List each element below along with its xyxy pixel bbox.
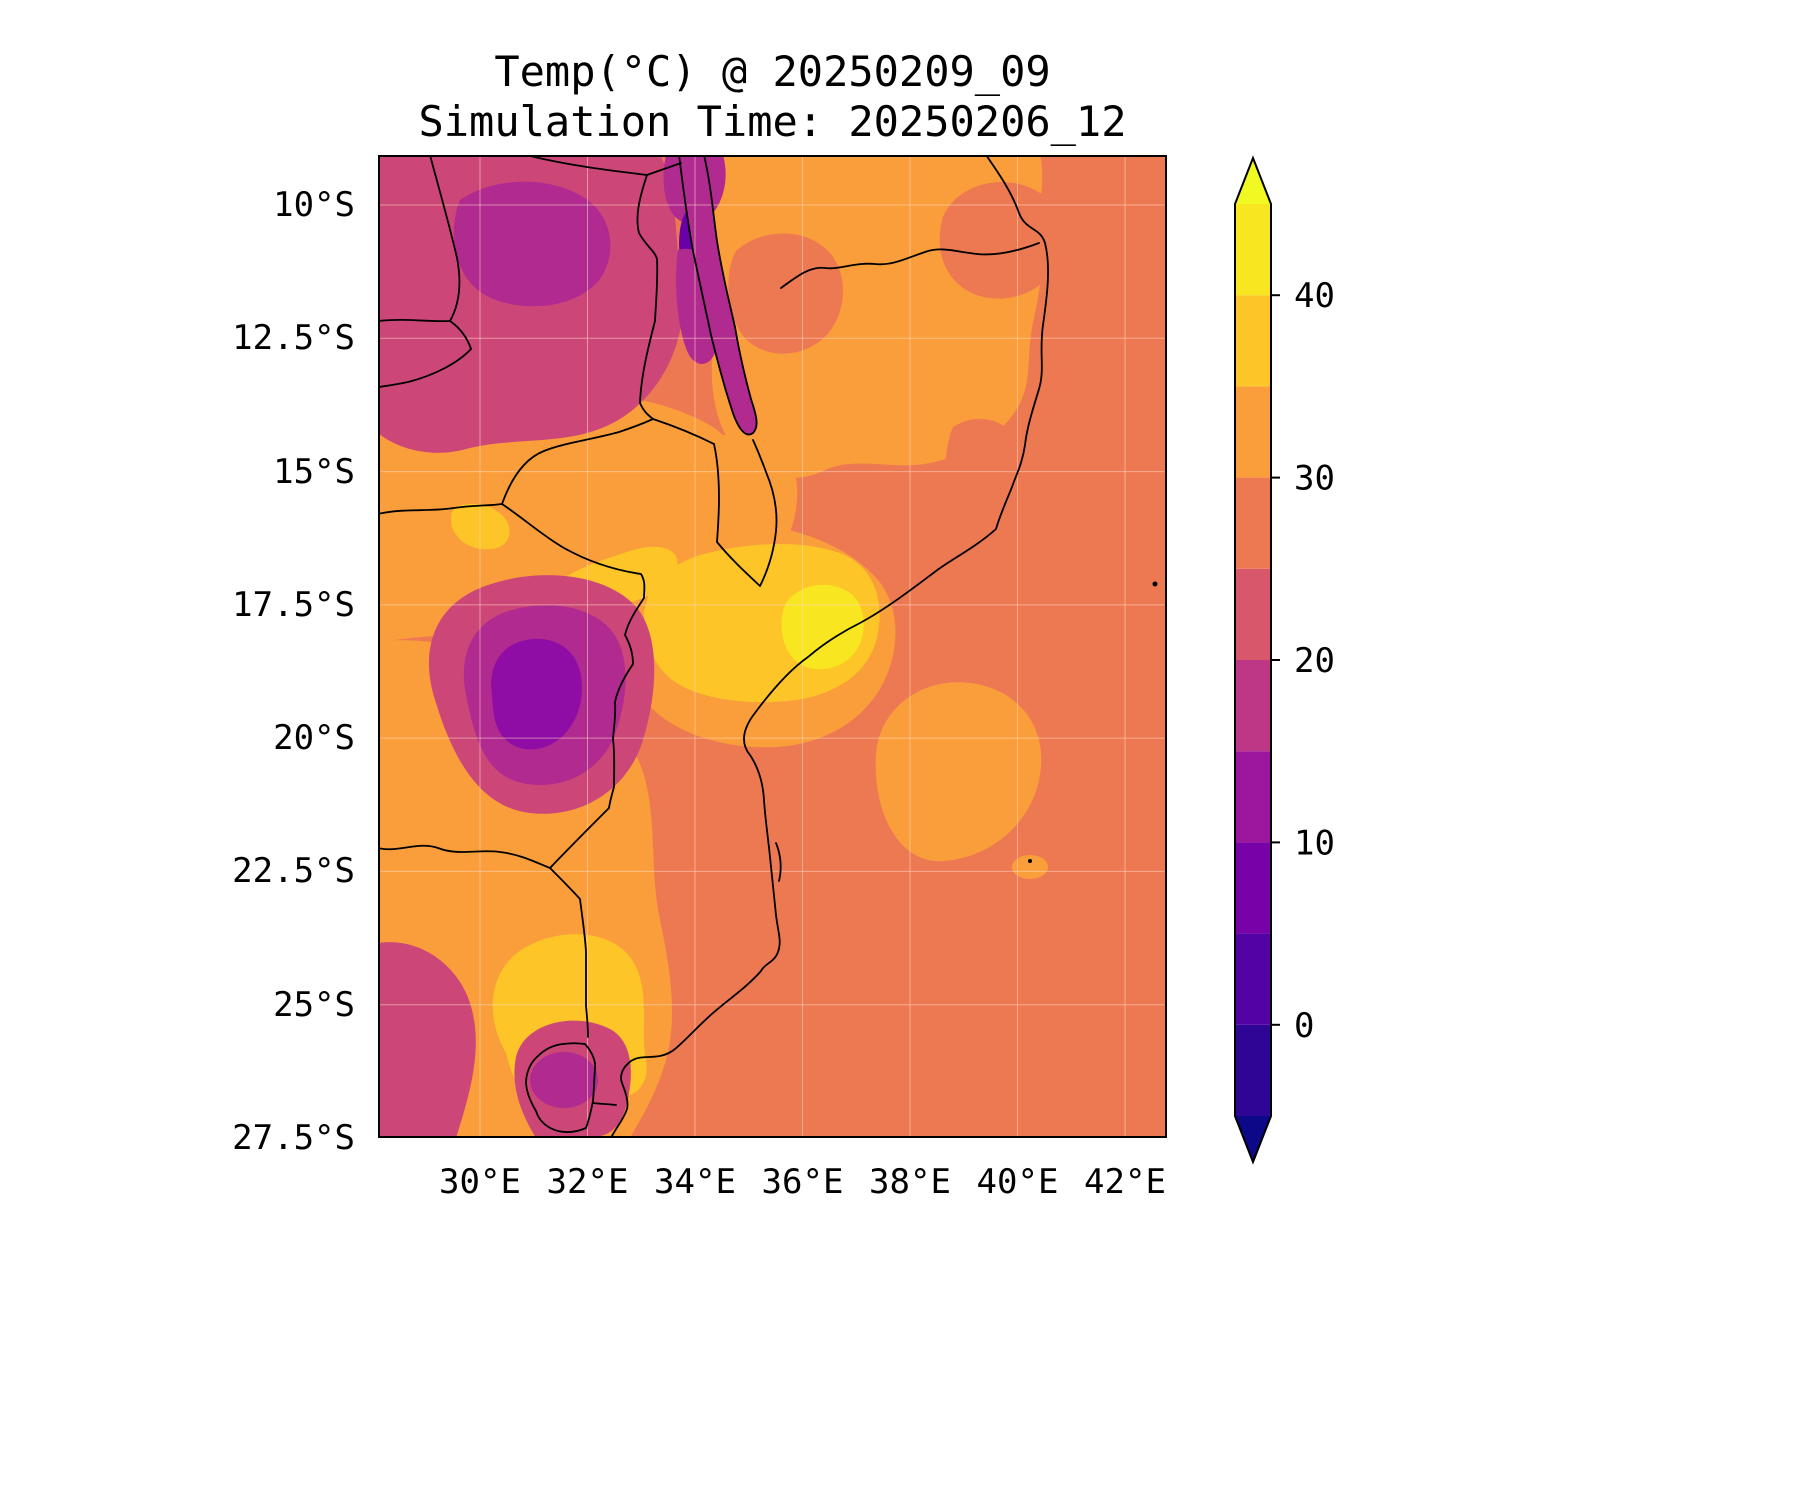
fill-salmon-center-north-patch [728,233,844,354]
colorbar-segment [1235,933,1271,1025]
lat-tick-label: 17.5°S [232,584,355,625]
lon-tick-label: 32°E [546,1162,629,1202]
colorbar-segment [1235,842,1271,934]
lat-tick-label: 22.5°S [232,851,355,892]
bazaruto-island-sliver [775,842,782,882]
lon-tick-label: 30°E [439,1162,521,1202]
border-zimbabwe-southafrica-limpopo [378,844,551,869]
fill-orange-shire-valley [700,433,798,566]
country-borders [378,155,1049,1138]
lat-tick-label: 25°S [273,984,355,1025]
colorbar-segment [1235,1024,1271,1116]
plot-subtitle: Simulation Time: 20250206_12 [418,97,1127,146]
colorbar-tick-label: 0 [1294,1006,1314,1046]
fill-salmon-coastal-strip [939,418,1026,570]
colorbar-segment [1235,477,1271,569]
border-southafrica-mozambique [549,867,589,1038]
border-zimbabwe-mozambique [501,503,646,869]
colorbar-segment [1235,295,1271,387]
lat-tick-label: 27.5°S [232,1117,355,1158]
lon-tick-label: 38°E [869,1162,951,1202]
map-plot [378,155,1167,1138]
island-dot-juan-de-nova [1152,581,1158,587]
border-congo-pedicle-south [378,348,472,388]
colorbar-tick-label: 20 [1294,641,1335,681]
fill-lake-malawi [679,155,757,435]
lon-tick-label: 40°E [976,1162,1059,1202]
fill-purple-zimbabwe-core [491,638,582,750]
border-zambia-mozambique [501,418,654,505]
border-zambezi-zambia-zimbabwe [378,503,503,515]
border-malawi-south-lobe [713,439,778,587]
border-congo-pedicle-north [378,318,472,350]
fill-magenta-eswatini-core [530,1052,598,1108]
fill-rose-bottomleft [378,942,476,1138]
lat-tick-label: 12.5°S [232,318,355,359]
colorbar-segment [1235,204,1271,296]
lon-tick-label: 42°E [1084,1162,1166,1202]
border-rovuma-tanzania [780,242,1040,289]
map-frame [378,155,1167,1138]
lon-tick-label: 36°E [761,1162,844,1202]
border-southafrica-mozambique-south [592,1102,617,1106]
colorbar-tick-label: 30 [1294,459,1335,499]
colorbar-segment [1235,751,1271,843]
border-eswatini [525,1042,597,1133]
lat-tick-label: 10°S [273,185,355,225]
colorbar-segment [1235,386,1271,478]
lake-malawi-outline [678,155,758,436]
fill-orange-warm-ocean-patch [875,682,1042,862]
colorbar-outline [1234,155,1272,1165]
lat-tick-label: 20°S [273,718,355,759]
colorbar-svg: 0 10 20 30 40 [1234,155,1335,1165]
border-drc-zambia [429,155,461,322]
fill-magenta-northwest-core [453,181,611,307]
colorbar-segment [1235,568,1271,660]
colorbar-over-arrow [1235,158,1271,204]
fill-orange-ocean-spot [1012,855,1048,879]
plot-title: Temp(°C) @ 20250209_09 [494,47,1051,96]
lat-tick-label: 15°S [273,451,355,492]
fill-salmon-northeast-patch [939,181,1063,299]
temperature-fill-regions [378,155,1063,1138]
gridlines [378,155,1167,1138]
border-tanzania-zambia [525,155,682,176]
fill-orange-west-center [378,394,739,643]
colorbar-tick-label: 10 [1294,823,1335,863]
island-dot-europa [1028,859,1032,863]
colorbar-tick-label: 40 [1294,276,1335,316]
coastline-mozambique [610,155,1049,1138]
lon-tick-label: 34°E [654,1162,736,1202]
colorbar-under-arrow [1235,1116,1271,1162]
colorbar-segment [1235,660,1271,752]
